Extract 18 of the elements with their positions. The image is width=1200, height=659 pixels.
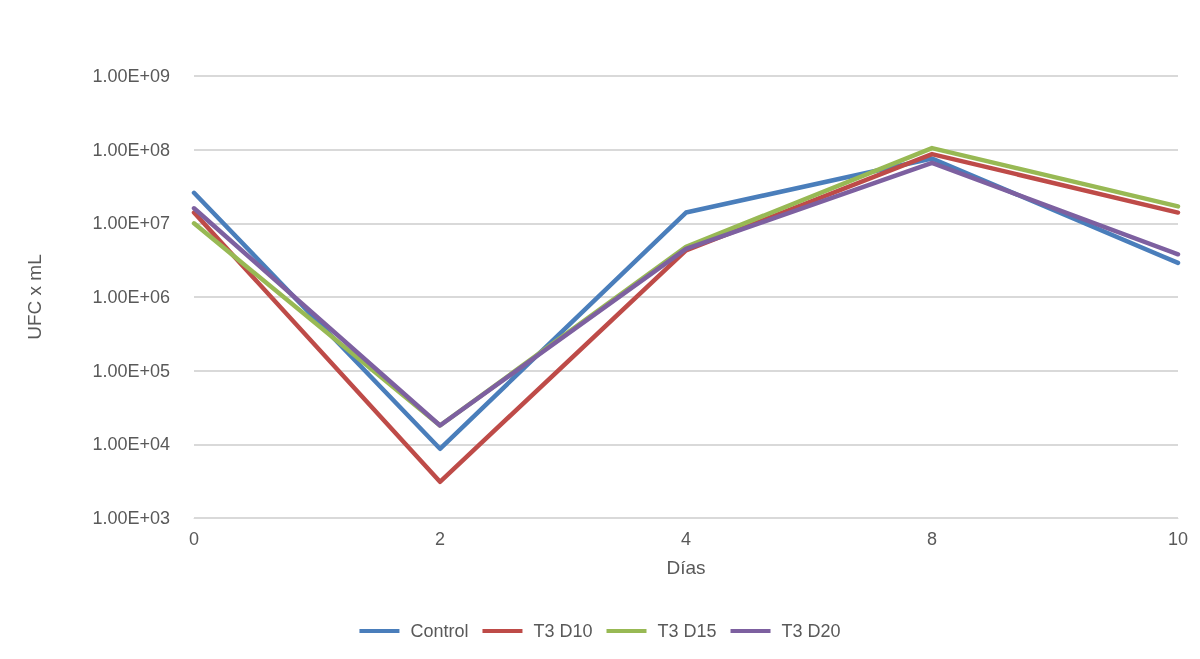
y-tick-label: 1.00E+07	[92, 213, 170, 234]
y-tick-label: 1.00E+09	[92, 66, 170, 86]
y-tick-label: 1.00E+08	[92, 139, 170, 160]
legend-label: Control	[410, 621, 469, 641]
legend-label: T3 D20	[781, 621, 841, 641]
legend-label: T3 D15	[657, 621, 717, 641]
x-tick-label: 8	[926, 529, 938, 549]
y-tick-label: 1.00E+03	[92, 508, 170, 528]
y-axis-title: UFC x mL	[24, 254, 45, 340]
x-tick-label: 4	[680, 529, 692, 549]
x-tick-label: 0	[188, 529, 200, 549]
legend-label: T3 D10	[533, 621, 593, 641]
x-axis-title: Días	[666, 557, 706, 578]
y-tick-label: 1.00E+05	[92, 360, 170, 381]
x-tick-label: 2	[434, 529, 446, 549]
y-tick-label: 1.00E+04	[92, 434, 170, 455]
y-tick-label: 1.00E+06	[92, 287, 170, 307]
x-tick-label: 10	[1167, 529, 1189, 549]
